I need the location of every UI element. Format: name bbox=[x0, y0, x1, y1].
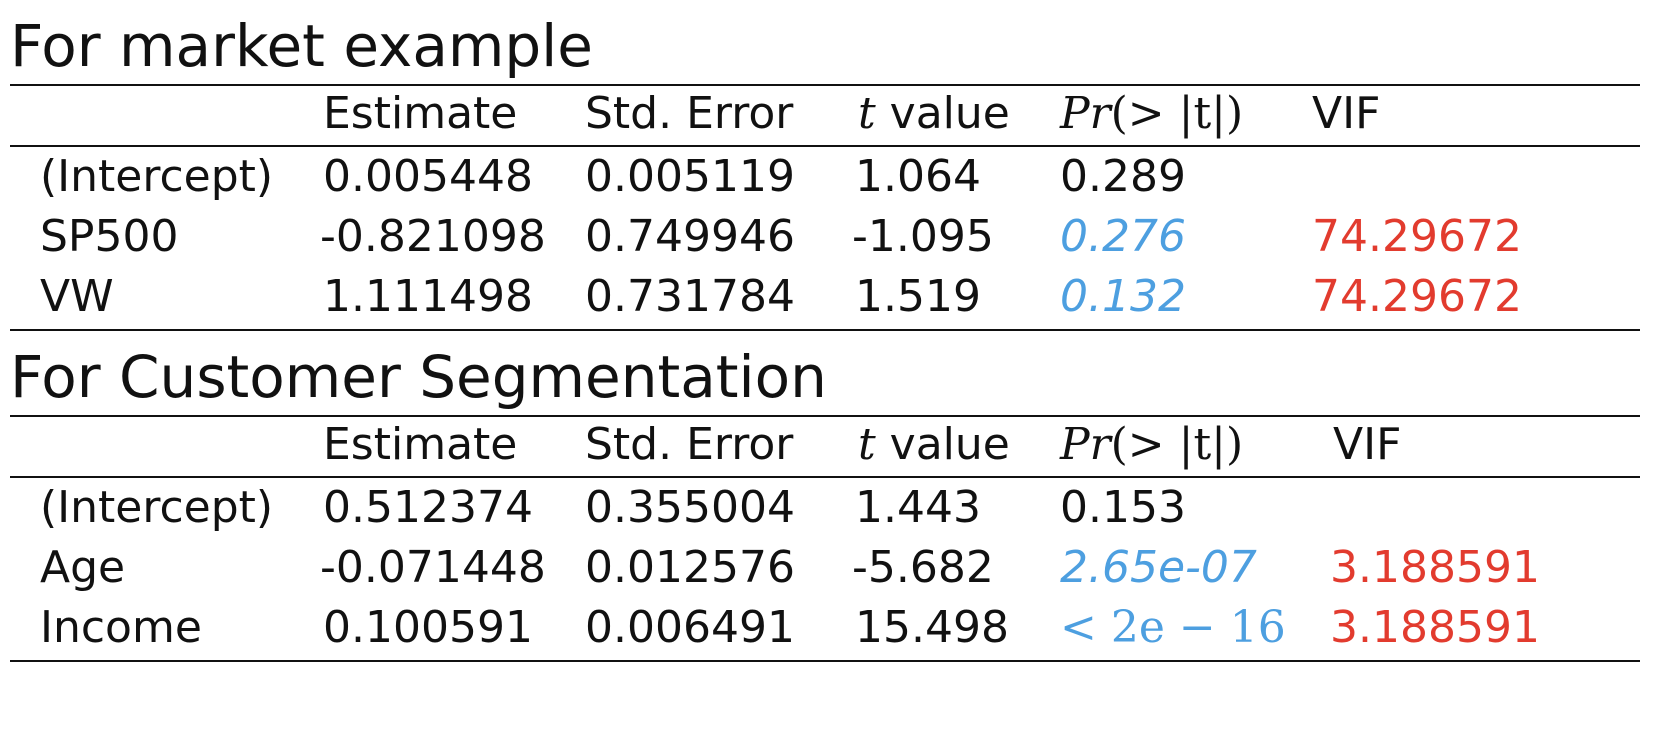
row-term: Income bbox=[40, 602, 202, 653]
table-bottom-rule bbox=[10, 660, 1640, 662]
row-term: SP500 bbox=[40, 211, 179, 262]
section-title-market: For market example bbox=[10, 12, 593, 80]
row-std-error: 0.006491 bbox=[585, 602, 795, 653]
table-bottom-rule bbox=[10, 329, 1640, 331]
header-std-error: Std. Error bbox=[585, 88, 794, 139]
header-estimate: Estimate bbox=[323, 419, 518, 470]
table-top-rule bbox=[10, 415, 1640, 417]
row-t-value: 15.498 bbox=[855, 602, 1009, 653]
row-std-error: 0.012576 bbox=[585, 542, 795, 593]
header-vif: VIF bbox=[1333, 419, 1402, 470]
row-t-value: 1.064 bbox=[855, 151, 981, 202]
header-t-value: t value bbox=[858, 92, 1010, 136]
row-p-value: 0.289 bbox=[1060, 151, 1186, 202]
row-t-value: -1.095 bbox=[852, 211, 994, 262]
row-std-error: 0.355004 bbox=[585, 482, 795, 533]
row-std-error: 0.005119 bbox=[585, 151, 795, 202]
header-rule bbox=[10, 145, 1640, 147]
header-t-label: value bbox=[875, 419, 1010, 470]
header-t-variable: t bbox=[858, 419, 876, 470]
row-p-value: 2.65e-07 bbox=[1060, 542, 1257, 593]
header-p-value: Pr(> |t|) bbox=[1060, 423, 1243, 467]
row-term: (Intercept) bbox=[40, 151, 274, 202]
row-term: VW bbox=[40, 271, 114, 322]
row-estimate: 0.100591 bbox=[323, 602, 533, 653]
header-p-label: (> |t|) bbox=[1110, 88, 1244, 139]
header-t-variable: t bbox=[858, 88, 876, 139]
table-top-rule bbox=[10, 84, 1640, 86]
header-vif: VIF bbox=[1312, 88, 1381, 139]
header-estimate: Estimate bbox=[323, 88, 518, 139]
row-p-value: 0.132 bbox=[1060, 271, 1186, 322]
row-vif: 3.188591 bbox=[1330, 602, 1540, 653]
row-p-value: 0.153 bbox=[1060, 482, 1186, 533]
section-title-customer-segmentation: For Customer Segmentation bbox=[10, 343, 827, 411]
row-vif: 74.29672 bbox=[1312, 271, 1522, 322]
row-vif: 74.29672 bbox=[1312, 211, 1522, 262]
row-estimate: 1.111498 bbox=[323, 271, 533, 322]
row-term: (Intercept) bbox=[40, 482, 274, 533]
row-t-value: 1.443 bbox=[855, 482, 981, 533]
header-p-label: (> |t|) bbox=[1110, 419, 1244, 470]
header-t-label: value bbox=[875, 88, 1010, 139]
row-estimate: -0.071448 bbox=[320, 542, 546, 593]
header-p-value: Pr(> |t|) bbox=[1060, 92, 1243, 136]
row-std-error: 0.749946 bbox=[585, 211, 795, 262]
row-std-error: 0.731784 bbox=[585, 271, 795, 322]
row-estimate: 0.005448 bbox=[323, 151, 533, 202]
header-t-value: t value bbox=[858, 423, 1010, 467]
row-term: Age bbox=[40, 542, 126, 593]
row-vif: 3.188591 bbox=[1330, 542, 1540, 593]
header-std-error: Std. Error bbox=[585, 419, 794, 470]
header-rule bbox=[10, 476, 1640, 478]
row-estimate: -0.821098 bbox=[320, 211, 546, 262]
row-t-value: 1.519 bbox=[855, 271, 981, 322]
row-t-value: -5.682 bbox=[852, 542, 994, 593]
row-p-value: < 2e − 16 bbox=[1060, 602, 1286, 653]
header-p-variable: Pr bbox=[1060, 88, 1111, 139]
row-estimate: 0.512374 bbox=[323, 482, 533, 533]
row-p-value: 0.276 bbox=[1060, 211, 1186, 262]
header-p-variable: Pr bbox=[1060, 419, 1111, 470]
